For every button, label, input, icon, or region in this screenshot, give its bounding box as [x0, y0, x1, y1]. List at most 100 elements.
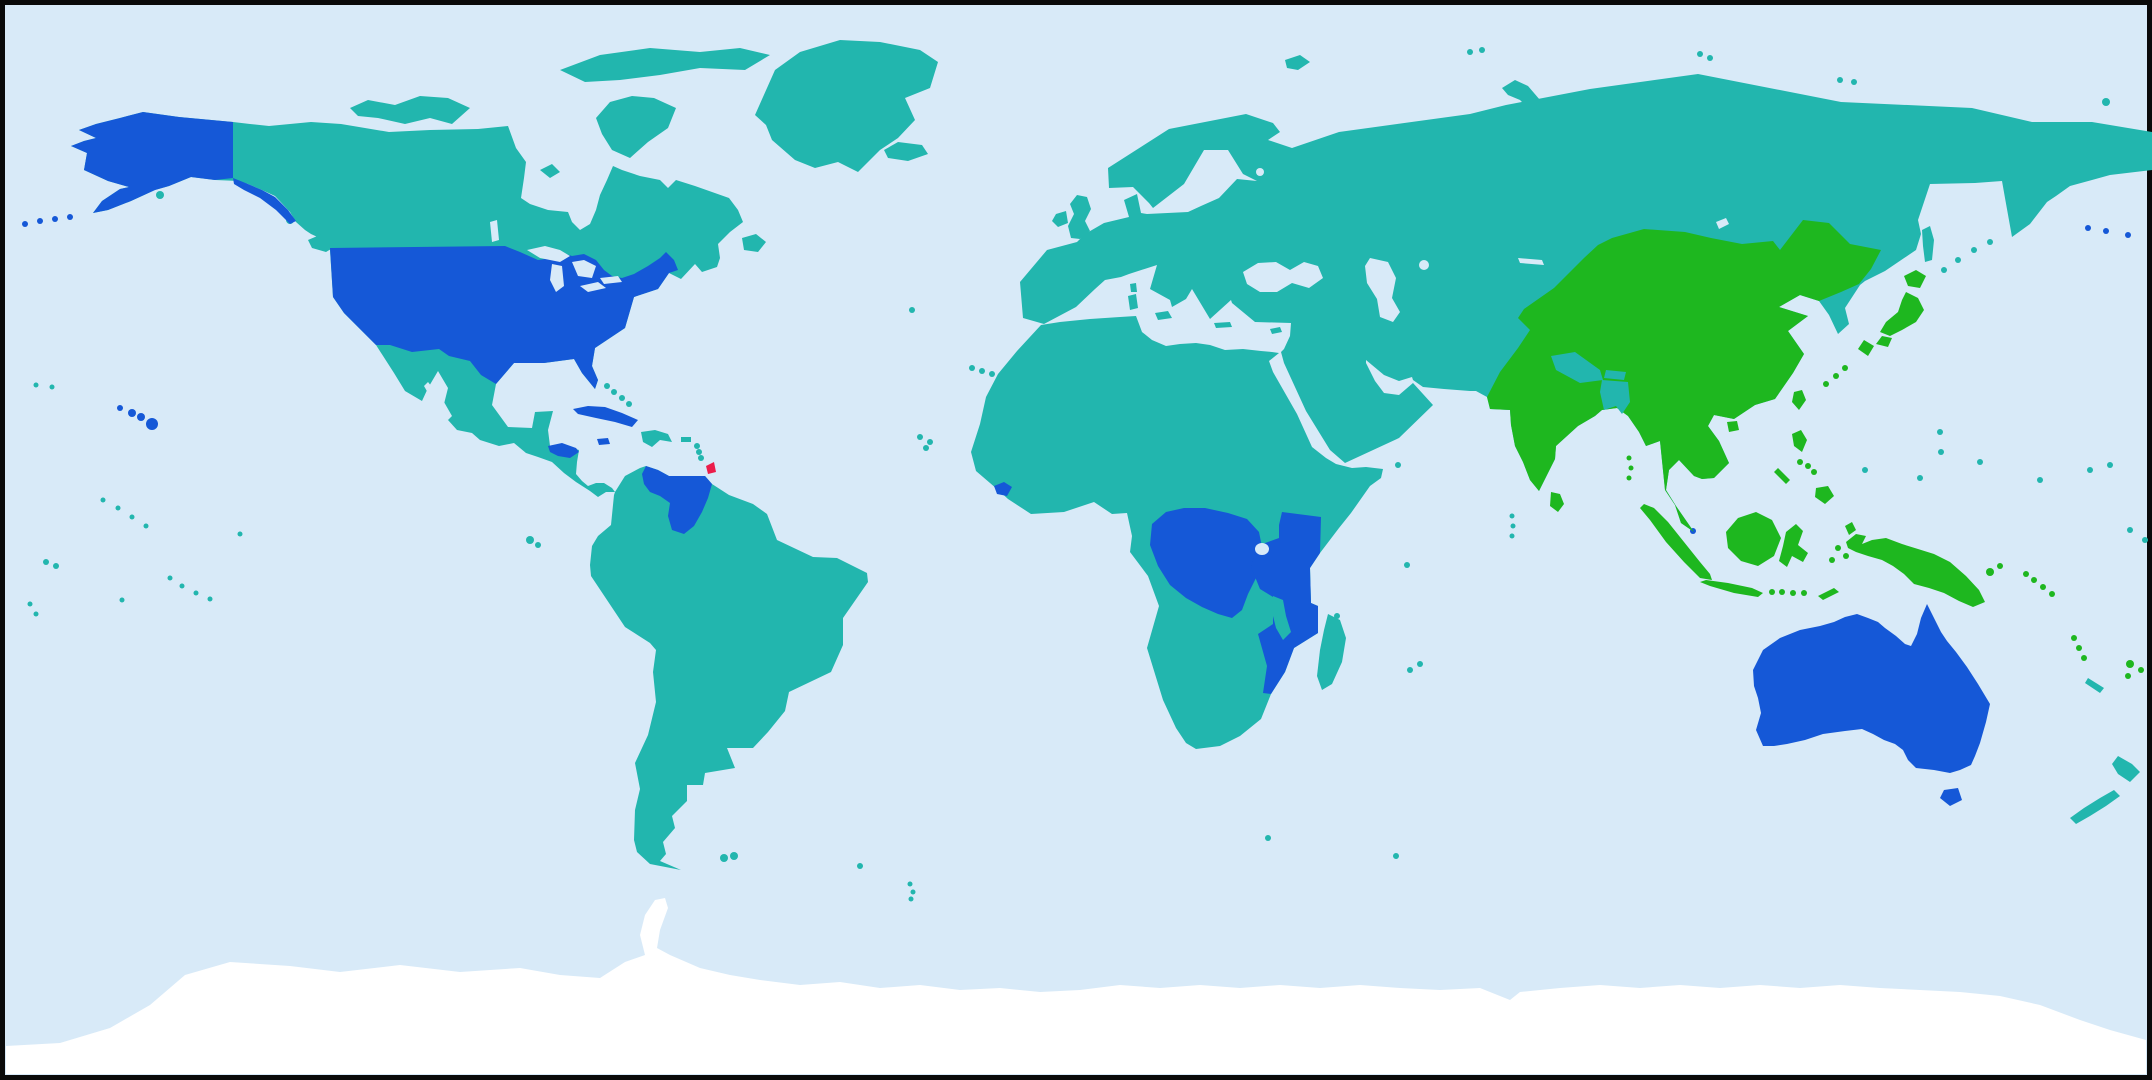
java	[1700, 580, 1763, 597]
usa-contiguous	[330, 246, 678, 389]
gulf-of-california	[424, 382, 452, 420]
philippines-luzon	[1792, 430, 1807, 452]
palawan	[1774, 468, 1790, 484]
vanuatu-dot	[2076, 645, 2082, 651]
aleutian-dot	[2085, 225, 2091, 231]
moluccas-dot	[1835, 545, 1841, 551]
andaman-dot	[1626, 475, 1632, 481]
inland-water	[424, 168, 1729, 555]
lesser-sunda-dot	[1769, 589, 1775, 595]
ryukyu-dot	[1842, 365, 1848, 371]
lake-baikal	[1716, 218, 1729, 229]
tonga-dot	[27, 601, 33, 607]
nepal	[1551, 352, 1603, 383]
cook-islands-dot	[119, 597, 125, 603]
crozet-dot	[1265, 835, 1271, 841]
great-lake-superior	[527, 246, 570, 262]
puerto-rico	[681, 437, 691, 442]
bahamas-dot	[619, 395, 625, 401]
antarctica	[6, 898, 2146, 1074]
solomon-dot	[2049, 591, 2055, 597]
new-ireland-dot	[1997, 563, 2003, 569]
kiribati-dot	[100, 497, 106, 503]
sumatra	[1640, 504, 1712, 580]
kiribati-dot	[2127, 527, 2133, 533]
fiji-dot	[2138, 667, 2144, 673]
lake-ladoga	[1256, 168, 1264, 176]
visayas-dot	[1805, 463, 1811, 469]
new-zealand-north-island	[2112, 756, 2140, 782]
solomon-dot	[2040, 584, 2046, 590]
lesser-sunda-dot	[1790, 590, 1796, 596]
lesser-antilles-dot	[698, 455, 704, 461]
kenya-tanzania-mozambique	[1251, 512, 1321, 694]
moluccas-dot	[1829, 557, 1835, 563]
kuril-dot	[1955, 257, 1961, 263]
new-siberian-dot	[1837, 77, 1843, 83]
marshall-islands-dot	[2087, 467, 2093, 473]
micronesia-dot	[2037, 477, 2043, 483]
lesser-antilles-dot	[694, 443, 700, 449]
fiji-dot	[2126, 660, 2134, 668]
sri-lanka	[1550, 492, 1564, 512]
socotra-dot	[1395, 462, 1401, 468]
ryukyu-dot	[1833, 373, 1839, 379]
philippines-mindanao	[1815, 486, 1834, 504]
hainan	[1727, 421, 1739, 432]
lesser-sunda-dot	[1801, 590, 1807, 596]
svalbard	[1285, 55, 1310, 70]
south-east-asia-china-india	[1487, 220, 1881, 532]
lake-victoria	[1255, 543, 1269, 555]
madagascar	[1317, 614, 1346, 690]
cape-verde-dot	[923, 445, 929, 451]
sierra-leone	[994, 482, 1012, 496]
great-britain	[1068, 195, 1091, 239]
french-polynesia-dot	[167, 575, 173, 581]
great-lake-michigan	[550, 264, 564, 292]
wrangel-dot	[2102, 98, 2110, 106]
new-britain-dot	[1986, 568, 1994, 576]
honduras	[548, 443, 579, 458]
comoros-dot	[1334, 613, 1340, 619]
marianas-dot	[1937, 429, 1943, 435]
south-sandwich-dot	[907, 881, 913, 887]
azores-dot	[909, 307, 915, 313]
japan-hokkaido	[1904, 270, 1926, 288]
galapagos-dot	[526, 536, 534, 544]
lake-balkhash	[1518, 258, 1544, 265]
andaman-dot	[1628, 465, 1634, 471]
baffin-island	[596, 96, 676, 158]
hawaii-dot	[146, 418, 158, 430]
venezuela	[642, 466, 712, 534]
lesser-sunda-dot	[1779, 589, 1785, 595]
aral-sea	[1419, 260, 1429, 270]
hispaniola	[641, 430, 672, 447]
falkland-dot	[720, 854, 728, 862]
great-lake-ontario	[600, 276, 622, 284]
tasmania	[1940, 788, 1962, 806]
micronesia-dot	[1917, 475, 1923, 481]
borneo	[1726, 512, 1781, 566]
ellesmere-islands	[560, 48, 770, 82]
falkland-dot	[730, 852, 738, 860]
reunion-dot	[1407, 667, 1413, 673]
usa-alaska	[71, 112, 296, 224]
franz-josef-dot	[1479, 47, 1485, 53]
new-guinea	[1846, 534, 1985, 607]
bangladesh	[1600, 380, 1630, 414]
southampton-island	[540, 164, 560, 178]
kerguelen-dot	[1393, 853, 1399, 859]
samoa-dot	[53, 563, 59, 569]
aleutian-dot	[2125, 232, 2131, 238]
bahamas-dot	[604, 383, 610, 389]
black-sea	[1243, 262, 1323, 292]
dr-congo	[1150, 508, 1263, 618]
micronesia-dot	[1862, 467, 1868, 473]
novaya-zemlya	[1502, 80, 1540, 112]
micronesia-dot	[1977, 459, 1983, 465]
vancouver-island	[308, 234, 336, 252]
kiribati-dot	[115, 505, 121, 511]
french-polynesia-dot	[193, 590, 199, 596]
south-georgia-dot	[857, 863, 863, 869]
aleutian-dot	[22, 221, 28, 227]
